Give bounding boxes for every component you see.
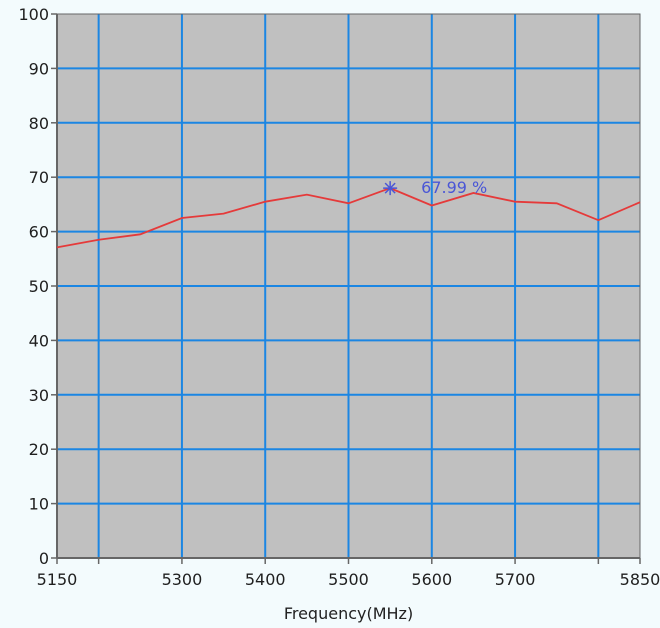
- x-tick-label-6: 5700: [495, 570, 536, 589]
- x-axis-label: Frequency(MHz): [284, 604, 413, 623]
- y-tick-label-5: 50: [29, 277, 49, 296]
- y-tick-label-8: 80: [29, 114, 49, 133]
- y-tick-label-6: 60: [29, 223, 49, 242]
- marker-diagonal-b: [384, 182, 396, 194]
- y-tick-label-7: 70: [29, 168, 49, 187]
- peak-marker-label-0: 67.99 %: [421, 178, 487, 197]
- y-tick-label-4: 40: [29, 331, 49, 350]
- x-tick-label-4: 5500: [328, 570, 369, 589]
- plot-border: [56, 13, 641, 559]
- x-tick-label-8: 5850: [620, 570, 660, 589]
- x-tick-label-3: 5400: [245, 570, 286, 589]
- grid-lines: [57, 14, 640, 558]
- y-tick-label-10: 100: [18, 5, 49, 24]
- axes: [51, 13, 641, 564]
- x-tick-label-5: 5600: [411, 570, 452, 589]
- y-tick-label-1: 10: [29, 495, 49, 514]
- y-tick-label-2: 20: [29, 440, 49, 459]
- tick-labels: 5150 5300 5400 5500 5600 5700 5850 0 10 20 30 40 50 6…: [18, 5, 660, 589]
- markers: 67.99 %: [383, 178, 487, 197]
- x-tick-label-2: 5300: [162, 570, 203, 589]
- x-tick-label-0: 5150: [37, 570, 78, 589]
- peak-marker-0: [383, 181, 398, 196]
- y-tick-label-0: 0: [39, 549, 49, 568]
- y-tick-label-9: 90: [29, 59, 49, 78]
- series-line: [56, 187, 641, 249]
- y-tick-label-3: 30: [29, 386, 49, 405]
